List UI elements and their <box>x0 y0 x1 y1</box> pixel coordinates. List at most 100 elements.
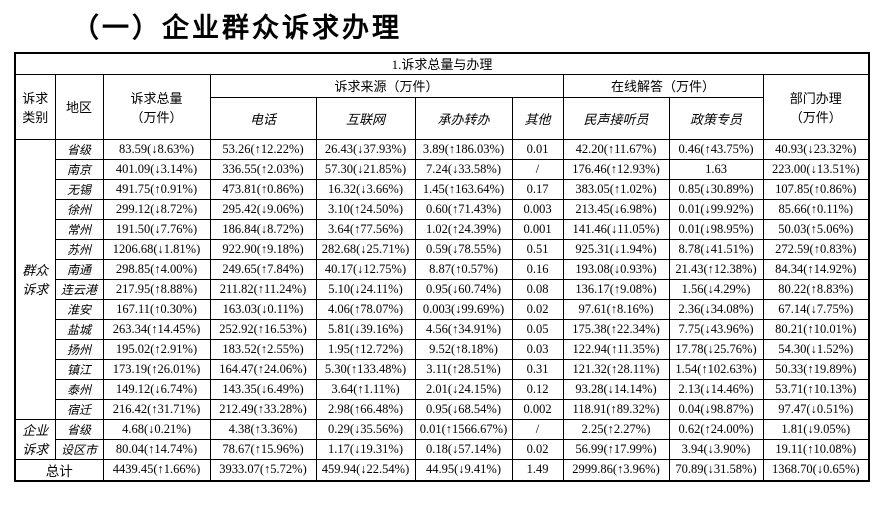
value-cell: 4.06(↑78.07%) <box>315 298 416 320</box>
col-header-source-group: 诉求来源（万件） <box>209 73 564 98</box>
value-cell: 93.28(↓14.14%) <box>562 378 670 400</box>
col-header-other: 其他 <box>511 96 564 140</box>
region-cell: 盐城 <box>54 318 104 340</box>
value-cell: 21.43(↑12.38%) <box>668 258 764 280</box>
header-row-subcolumns: 电话 互联网 承办转办 其他 民声接听员 政策专员 <box>15 96 869 140</box>
value-cell: 5.81(↓39.16%) <box>315 318 416 340</box>
table-row: 南通 298.85(↑4.00%) 249.65(↑7.84%) 40.17(↓12.… <box>15 258 870 280</box>
col-header-voice-operator: 民声接听员 <box>562 96 670 140</box>
value-cell: 0.002 <box>511 398 564 420</box>
table-row: 泰州 149.12(↓6.74%) 143.35(↓6.49%) 3.64(↑1.11… <box>15 378 870 400</box>
region-cell: 无锡 <box>54 178 104 200</box>
section-title: 1.诉求总量与办理 <box>14 52 870 75</box>
value-cell: 4.56(↑34.91%) <box>414 318 513 340</box>
value-cell: 1.56(↓4.29%) <box>668 278 764 300</box>
value-cell: 336.55(↑2.03%) <box>209 158 317 180</box>
value-cell: 491.75(↑0.91%) <box>102 178 211 200</box>
value-cell: 97.61(↑8.16%) <box>562 298 670 320</box>
value-cell: 216.42(↑31.71%) <box>102 398 211 420</box>
col-header-phone: 电话 <box>209 96 317 140</box>
value-cell: 183.52(↑2.55%) <box>209 338 317 360</box>
total-value-cell: 1.49 <box>511 458 564 481</box>
value-cell: 2.36(↓34.08%) <box>668 298 764 320</box>
value-cell: 249.65(↑7.84%) <box>209 258 317 280</box>
value-cell: / <box>511 418 564 440</box>
value-cell: 56.99(↑17.99%) <box>562 438 670 460</box>
value-cell: 54.30(↓1.52%) <box>762 338 870 360</box>
value-cell: 0.85(↓30.89%) <box>668 178 764 200</box>
total-value-cell: 3933.07(↑5.72%) <box>209 458 317 481</box>
region-cell: 镇江 <box>54 358 104 380</box>
value-cell: 122.94(↑11.35%) <box>562 338 670 360</box>
value-cell: 80.22(↑8.83%) <box>762 278 870 300</box>
appeals-table: 1.诉求总量与办理 诉求 类别 地区 诉求总量 （万件） 诉求来源（万件） 在线… <box>14 52 871 482</box>
page: （一）企业群众诉求办理 1.诉求总量与办理 诉求 类别 地区 诉求总量 （万件）… <box>0 6 882 515</box>
value-cell: 26.43(↓37.93%) <box>315 138 416 160</box>
value-cell: 42.20(↑11.67%) <box>562 138 670 160</box>
total-value-cell: 459.94(↓22.54%) <box>315 458 416 481</box>
category-cell: 群众 诉求 <box>14 138 56 420</box>
value-cell: 1.02(↑24.39%) <box>414 218 513 240</box>
value-cell: 263.34(↑14.45%) <box>102 318 211 340</box>
value-cell: 0.08 <box>511 278 564 300</box>
value-cell: 107.85(↑0.86%) <box>762 178 870 200</box>
value-cell: 7.24(↓33.58%) <box>414 158 513 180</box>
value-cell: 1.17(↓19.31%) <box>315 438 416 460</box>
value-cell: 80.21(↑10.01%) <box>762 318 870 340</box>
value-cell: 299.12(↓8.72%) <box>102 198 211 220</box>
value-cell: 1.54(↑102.63%) <box>668 358 764 380</box>
value-cell: 0.60(↑71.43%) <box>414 198 513 220</box>
value-cell: 53.26(↑12.22%) <box>209 138 317 160</box>
value-cell: 167.11(↑0.30%) <box>102 298 211 320</box>
table-row: 设区市 80.04(↑14.74%) 78.67(↑15.96%) 1.17(↓19.… <box>15 438 870 460</box>
value-cell: 0.46(↑43.75%) <box>668 138 764 160</box>
value-cell: 298.85(↑4.00%) <box>102 258 211 280</box>
value-cell: 0.62(↑24.00%) <box>668 418 764 440</box>
col-header-region: 地区 <box>54 73 104 140</box>
total-value-cell: 44.95(↓9.41%) <box>414 458 513 481</box>
value-cell: 78.67(↑15.96%) <box>209 438 317 460</box>
region-cell: 淮安 <box>54 298 104 320</box>
value-cell: 9.52(↑8.18%) <box>414 338 513 360</box>
table-row: 徐州 299.12(↓8.72%) 295.42(↓9.06%) 3.10(↑24.5… <box>15 198 870 220</box>
table-row: 盐城 263.34(↑14.45%) 252.92(↑16.53%) 5.81(↓39… <box>15 318 870 340</box>
value-cell: 0.51 <box>511 238 564 260</box>
value-cell: 0.17 <box>511 178 564 200</box>
table-body: 群众 诉求 省级 83.59(↓8.63%) 53.26(↑12.22%) 26.43(… <box>14 138 870 481</box>
region-cell: 泰州 <box>54 378 104 400</box>
value-cell: 19.11(↑10.08%) <box>762 438 870 460</box>
value-cell: 473.81(↑0.86%) <box>209 178 317 200</box>
value-cell: 3.94(↓3.90%) <box>668 438 764 460</box>
value-cell: 3.64(↑77.56%) <box>315 218 416 240</box>
value-cell: 1206.68(↓1.81%) <box>102 238 211 260</box>
value-cell: 0.05 <box>511 318 564 340</box>
value-cell: 2.01(↓24.15%) <box>414 378 513 400</box>
total-value-cell: 70.89(↓31.58%) <box>668 458 764 481</box>
region-cell: 苏州 <box>54 238 104 260</box>
value-cell: 121.32(↑28.11%) <box>562 358 670 380</box>
value-cell: 0.003(↓99.69%) <box>414 298 513 320</box>
region-cell: 南通 <box>54 258 104 280</box>
table-row: 群众 诉求 省级 83.59(↓8.63%) 53.26(↑12.22%) 26.43(… <box>14 138 870 420</box>
value-cell: 8.78(↓41.51%) <box>668 238 764 260</box>
value-cell: 0.02 <box>511 438 564 460</box>
value-cell: 0.29(↓35.56%) <box>315 418 416 440</box>
value-cell: 50.03(↑5.06%) <box>762 218 870 240</box>
value-cell: 4.38(↑3.36%) <box>209 418 317 440</box>
value-cell: 0.12 <box>511 378 564 400</box>
table-row: 镇江 173.19(↑26.01%) 164.47(↑24.06%) 5.30(↑13… <box>15 358 870 380</box>
value-cell: 925.31(↓1.94%) <box>562 238 670 260</box>
value-cell: 5.30(↑133.48%) <box>315 358 416 380</box>
value-cell: 213.45(↓6.98%) <box>562 198 670 220</box>
table-row: 企业 诉求 省级 4.68(↓0.21%) 4.38(↑3.36%) 0.29(↓35.… <box>14 418 870 460</box>
value-cell: 17.78(↓25.76%) <box>668 338 764 360</box>
value-cell: 0.01(↓98.95%) <box>668 218 764 240</box>
value-cell: 3.89(↑186.03%) <box>414 138 513 160</box>
value-cell: 217.95(↑8.88%) <box>102 278 211 300</box>
table-row: 连云港 217.95(↑8.88%) 211.82(↑11.24%) 5.10(↓24… <box>15 278 870 300</box>
value-cell: 40.93(↓23.32%) <box>762 138 870 160</box>
value-cell: 67.14(↓7.75%) <box>762 298 870 320</box>
col-header-online-group: 在线解答（万件） <box>562 73 764 98</box>
value-cell: 2.98(↑66.48%) <box>315 398 416 420</box>
value-cell: / <box>511 158 564 180</box>
